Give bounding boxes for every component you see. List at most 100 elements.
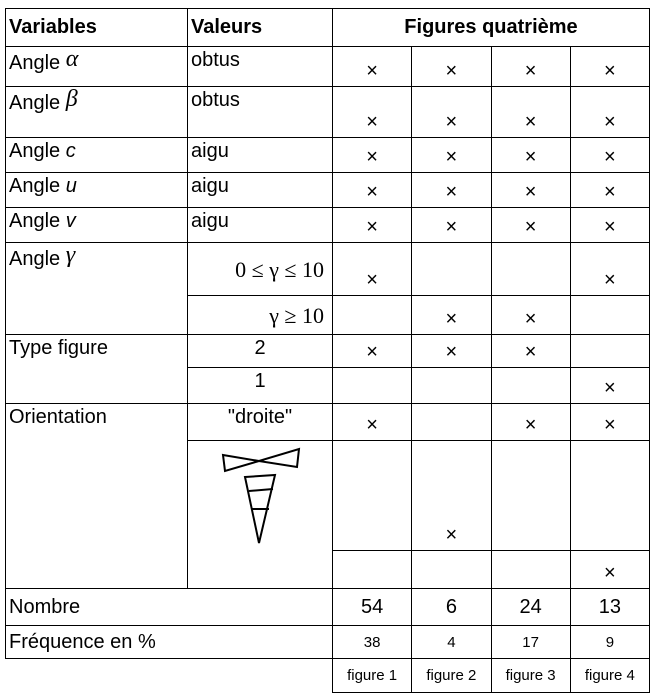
mark: × [366, 341, 378, 363]
mark: × [366, 181, 378, 203]
mark: × [604, 60, 616, 82]
value-image-cell [187, 440, 333, 589]
table-row: Angle β obtus × × × × [5, 86, 651, 138]
mark-cell [411, 403, 492, 441]
mark: × [524, 216, 537, 238]
mark-cell [490, 550, 571, 589]
table-row: Angle c aigu × × × × [5, 137, 651, 173]
variable-label: Angle [9, 140, 61, 162]
mark-cell: × [331, 242, 413, 296]
variable-label: Type figure [9, 337, 108, 359]
table-row: × [6, 440, 651, 589]
mark: × [604, 146, 616, 168]
variable-label: Orientation [9, 406, 107, 428]
mark: × [604, 216, 616, 238]
mark-cell [490, 242, 571, 296]
table-row: Fréquence en % 38 4 17 9 [5, 625, 651, 659]
table-row: Orientation "droite" × × × [5, 403, 651, 589]
variable-symbol: γ [65, 242, 76, 269]
value-cell: "droite" [187, 403, 333, 441]
variable-symbol: β [65, 86, 78, 113]
mark: × [445, 341, 458, 363]
variable-label: Angle [9, 175, 61, 197]
mark: × [524, 181, 537, 203]
mark-cell: × [331, 207, 413, 243]
mark: × [524, 308, 537, 330]
mark-cell: × [569, 367, 651, 404]
mark: × [366, 60, 378, 82]
value-cell: 2 [187, 334, 333, 368]
mark: × [524, 111, 537, 133]
mark-cell: × [411, 334, 492, 368]
value-cell: γ ≥ 10 [187, 295, 333, 335]
mark-cell: × [569, 46, 651, 87]
variable-cell: Angle u [5, 172, 188, 208]
total-value: 54 [331, 588, 413, 626]
mark-cell: × [331, 403, 413, 441]
mark-cell: × [490, 334, 571, 368]
value-cell: obtus [187, 46, 333, 87]
footer-blank [6, 659, 333, 693]
mark: × [445, 146, 458, 168]
mark-cell: × [569, 86, 651, 138]
variable-cell: Angle α [5, 46, 188, 87]
mark-cell: × [569, 172, 651, 208]
mark-cell [331, 550, 413, 589]
mark: × [366, 146, 378, 168]
mark-cell: × [490, 86, 571, 138]
mark-cell [411, 550, 492, 589]
variable-label: Angle [9, 92, 61, 114]
total-label: Fréquence en % [5, 625, 333, 659]
mark-cell [490, 440, 571, 551]
total-value: 4 [411, 625, 492, 659]
mark-cell: × [411, 46, 492, 87]
table-row: Angle α obtus × × × × [5, 46, 651, 87]
mark-cell: × [569, 242, 651, 296]
footer-cell: figure 1 [331, 658, 413, 693]
mark-cell: × [490, 137, 571, 173]
mark-cell [331, 295, 413, 335]
variable-label: Angle [9, 52, 61, 74]
total-value: 6 [411, 588, 492, 626]
mark: × [366, 414, 378, 436]
variable-label: Angle [9, 248, 61, 270]
mark: × [604, 269, 616, 291]
mark-cell: × [411, 172, 492, 208]
mark: × [604, 562, 616, 584]
table-row: 1 × [6, 367, 651, 404]
mark-cell [411, 242, 492, 296]
mark-cell: × [569, 403, 651, 441]
mark: × [524, 60, 537, 82]
mark-cell [331, 367, 413, 404]
mark: × [366, 269, 378, 291]
table-row: Type figure 2 × × × [5, 334, 651, 404]
mark: × [524, 146, 537, 168]
mark-cell: × [490, 207, 571, 243]
mark: × [445, 524, 458, 546]
variable-cell: Angle v [5, 207, 188, 243]
mark-cell: × [331, 46, 413, 87]
mark: × [524, 414, 537, 436]
total-label: Nombre [5, 588, 333, 626]
mark-cell: × [490, 403, 571, 441]
table-row: Angle u aigu × × × × [5, 172, 651, 208]
mark-cell: × [569, 550, 651, 589]
total-value: 13 [569, 588, 651, 626]
variable-cell: Angle γ [5, 242, 188, 335]
mark-cell [411, 367, 492, 404]
mark-cell: × [331, 137, 413, 173]
variable-symbol: v [65, 210, 76, 232]
mark-cell [569, 440, 651, 551]
variable-symbol: α [65, 46, 79, 73]
mark-cell: × [490, 46, 571, 87]
table-row: figure 1 figure 2 figure 3 figure 4 [6, 658, 651, 693]
variable-symbol: c [65, 140, 76, 162]
value-cell: 0 ≤ γ ≤ 10 [187, 242, 333, 296]
total-value: 24 [490, 588, 571, 626]
mark: × [445, 111, 458, 133]
orientation-figure [221, 447, 301, 544]
mark-cell [490, 367, 571, 404]
mark-cell: × [490, 172, 571, 208]
